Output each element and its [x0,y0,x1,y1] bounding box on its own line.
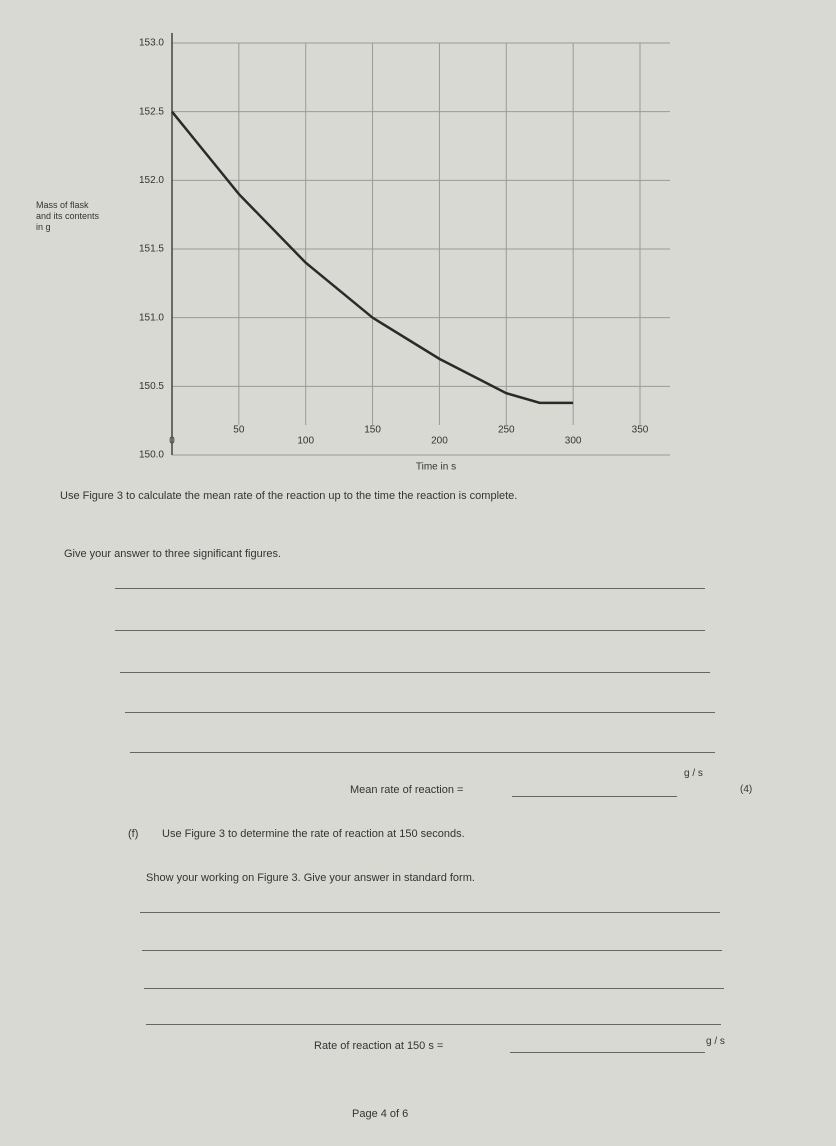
y-tick-label: 151.5 [139,244,164,255]
question-prompt: Use Figure 3 to calculate the mean rate … [60,490,518,502]
y-tick-label: 152.0 [139,175,164,186]
answer-label: Mean rate of reaction = [350,784,464,796]
page-number: Page 4 of 6 [352,1108,409,1120]
x-axis-label: Time in s [416,462,456,473]
y-tick-label: 152.5 [139,106,164,117]
marks: (4) [740,784,753,795]
question-instruction: Show your working on Figure 3. Give your… [146,872,475,884]
answer-line [142,950,722,951]
answer-line [130,752,715,753]
x-tick-label: 300 [565,436,582,447]
y-tick-label: 150.0 [139,450,164,461]
answer-blank [510,1052,705,1053]
y-axis-label: Mass of flask and its contents in g [36,200,100,232]
answer-line [144,988,724,989]
question-number: (f) [128,828,139,840]
y-tick-label: 153.0 [139,38,164,49]
answer-line [140,912,720,913]
x-tick-label: 200 [431,436,448,447]
x-tick-label: 100 [297,436,314,447]
x-tick-label: 250 [498,425,515,436]
y-tick-label: 150.5 [139,381,164,392]
x-tick-label: 350 [632,425,649,436]
answer-line [115,588,705,589]
question-prompt: Use Figure 3 to determine the rate of re… [162,828,465,840]
x-tick-label: 50 [233,425,245,436]
unit: g / s [684,768,703,779]
x-tick-label: 150 [364,425,381,436]
question-instruction: Give your answer to three significant fi… [64,548,282,560]
answer-blank [512,796,677,797]
y-tick-label: 151.0 [139,312,164,323]
answer-line [125,712,715,713]
answer-label: Rate of reaction at 150 s = [314,1040,444,1052]
data-line [171,110,574,405]
chart: 150.0150.5151.0151.5152.0152.5153.005010… [139,33,670,473]
answer-line [146,1024,721,1025]
answer-line [115,630,705,631]
answer-line [120,672,710,673]
unit: g / s [706,1036,725,1047]
